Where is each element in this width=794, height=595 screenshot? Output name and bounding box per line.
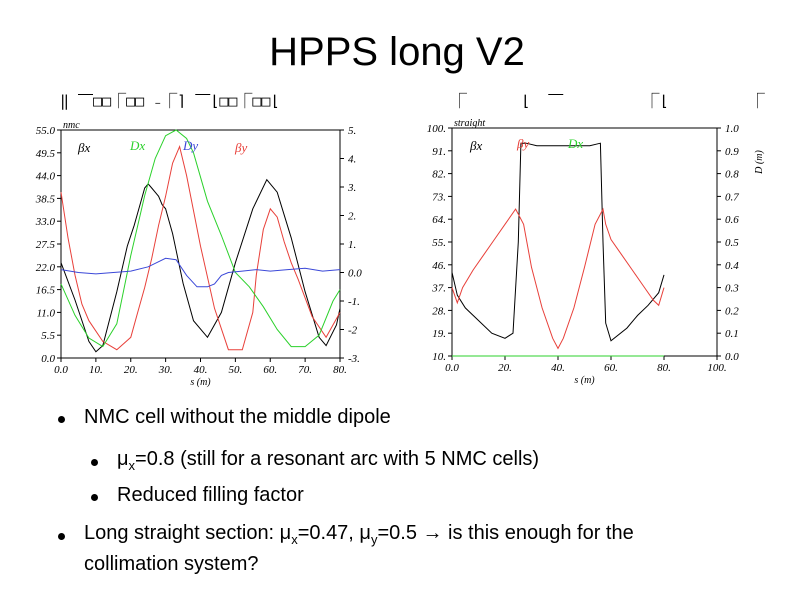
y2-tick-label: -2 (348, 325, 358, 337)
bullet-mu-x: μx=0.8 (still for a resonant arc with 5 … (117, 448, 539, 473)
y2-tick-label: -1. (348, 296, 360, 308)
bullet-text: Reduced filling factor (117, 484, 304, 506)
slide-title: HPPS long V2 (269, 30, 525, 74)
y-tick-label: 37. (431, 283, 446, 295)
x-tick-label: 70. (298, 364, 312, 376)
bullet-text: μx=0.8 (still for a resonant arc with 5 … (117, 448, 540, 473)
x-tick-label: 80. (657, 362, 671, 374)
x-tick-label: 0.0 (445, 362, 459, 374)
corner-label: nmc (63, 120, 80, 131)
x-tick-label: 50. (229, 364, 243, 376)
y-tick-label: 46. (432, 260, 446, 272)
y-tick-label: 22.0 (36, 262, 56, 274)
y2-tick-label: 0.1 (725, 328, 739, 340)
bullet-text: Long straight section: μx=0.47, μy=0.5 →… (84, 522, 634, 575)
series-line-Dx (60, 129, 341, 348)
y-tick-label: 16.5 (36, 285, 56, 297)
garbled-header-right: ⎾ ⌊ ⎺ ⎾⌊ ⎾ (452, 92, 765, 110)
legend-entry: Dy (182, 138, 198, 153)
x-tick-label: 60. (263, 364, 277, 376)
nmc-chart: 0.0 5.5 11.0 16.5 22.0 27.5 33.0 38.5 44.0 49.5 55… (35, 120, 363, 388)
y2-tick-label: -3. (348, 353, 360, 365)
y-axis-label: D (m) (754, 150, 765, 175)
legend-entry: βx (77, 140, 90, 155)
y-tick-label: 49.5 (36, 148, 56, 160)
y2-tick-label: 4. (348, 154, 356, 166)
y2-tick-label: 0.0 (348, 268, 362, 280)
y2-tick-label: 0.9 (725, 146, 739, 158)
y-tick-label: 55.0 (36, 125, 56, 137)
y-tick-label: 100. (427, 123, 446, 135)
corner-label: straight (454, 118, 485, 129)
y-tick-label: 73. (432, 191, 446, 203)
x-tick-label: 100. (707, 362, 726, 374)
y-tick-label: 33.0 (35, 216, 56, 228)
x-tick-label: 40. (551, 362, 565, 374)
y2-tick-label: 1. (348, 239, 356, 251)
bullet-text: NMC cell without the middle dipole (84, 406, 391, 428)
x-tick-label: 20. (498, 362, 512, 374)
y2-tick-label: 0.3 (725, 283, 739, 295)
y2-tick-label: 0.6 (725, 214, 739, 226)
y-tick-label: 5.5 (41, 330, 55, 342)
y-tick-label: 44.0 (36, 171, 56, 183)
x-axis-label: s (m) (574, 375, 595, 386)
y2-tick-label: 0.5 (725, 237, 739, 249)
x-tick-label: 80. (333, 364, 347, 376)
series-line-βy (60, 145, 341, 351)
y-tick-label: 55. (432, 237, 446, 249)
legend-entry: βy (234, 140, 247, 155)
y-tick-label: 38.5 (35, 193, 56, 205)
bullet-filling-factor: Reduced filling factor (117, 484, 304, 507)
straight-chart: 10.19.28.37.46.55.64.73.82.91.100.0.00.1… (427, 118, 765, 386)
legend-entry: βy (516, 136, 529, 151)
series-line-Dy (60, 257, 341, 288)
y2-tick-label: 1.0 (725, 123, 739, 135)
x-tick-label: 10. (89, 364, 103, 376)
garbled-header-left: ‖ ⎺□□⎾□□ ₋⎾⌉ ⎺⌊□□⎾□□⌊ (60, 92, 280, 110)
y-tick-label: 10. (432, 351, 446, 363)
y2-tick-label: 5. (348, 125, 356, 137)
x-tick-label: 30. (158, 364, 173, 376)
y2-tick-label: 0.0 (725, 351, 739, 363)
bullet-dot (91, 459, 98, 466)
bullet-dot (91, 494, 98, 501)
x-tick-label: 40. (194, 364, 208, 376)
series-line-βx (451, 142, 665, 342)
legend-entry: Dx (129, 138, 145, 153)
bullet-dot (58, 533, 65, 540)
y2-tick-label: 0.7 (725, 191, 739, 203)
y-tick-label: 82. (432, 169, 446, 181)
x-tick-label: 60. (604, 362, 618, 374)
bullet-straight-section: Long straight section: μx=0.47, μy=0.5 →… (84, 521, 724, 577)
y-tick-label: 28. (432, 305, 446, 317)
y-tick-label: 11.0 (37, 307, 56, 319)
y2-tick-label: 0.2 (725, 305, 739, 317)
series-line-βx (60, 178, 341, 353)
y2-tick-label: 2. (348, 211, 356, 223)
y-tick-label: 91. (432, 146, 446, 158)
series-line-βy (451, 207, 665, 350)
x-tick-label: 0.0 (54, 364, 68, 376)
y2-tick-label: 0.4 (725, 260, 739, 272)
legend-entry: Dx (567, 136, 583, 151)
y-tick-label: 0.0 (41, 353, 55, 365)
y2-tick-label: 3. (347, 182, 356, 194)
x-axis-label: s (m) (190, 377, 211, 388)
bullet-dot (58, 416, 65, 423)
x-tick-label: 20. (124, 364, 138, 376)
legend-entry: βx (469, 138, 482, 153)
plot-frame (451, 127, 718, 357)
y-tick-label: 64. (432, 214, 446, 226)
bullet-nmc-cell: NMC cell without the middle dipole (84, 406, 391, 429)
y-tick-label: 27.5 (36, 239, 56, 251)
y2-tick-label: 0.8 (725, 169, 739, 181)
y-tick-label: 19. (432, 328, 446, 340)
